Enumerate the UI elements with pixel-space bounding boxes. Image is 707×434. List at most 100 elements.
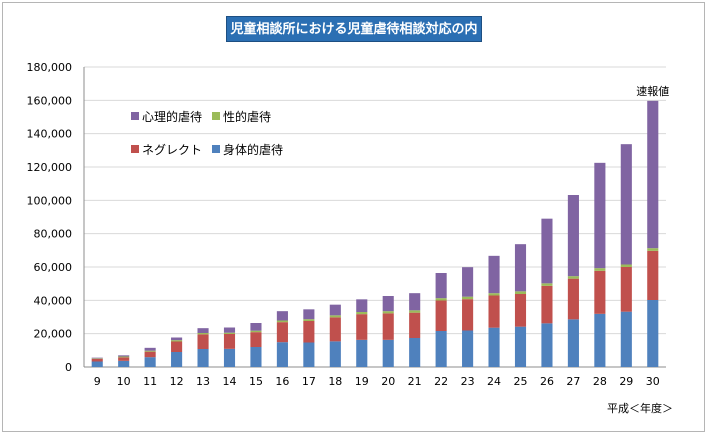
bar-segment [276,311,288,321]
bar-segment [250,330,262,333]
bar-segment [91,358,103,362]
bar-segment [541,283,553,286]
bar-segment [250,347,262,367]
x-tick-label: 20 [381,375,395,388]
bar-segment [171,341,183,352]
bar-segment [647,100,659,249]
bar-segment [197,333,209,335]
x-tick-label: 14 [223,375,237,388]
bar-segment [462,330,474,367]
bar-segment [250,332,262,347]
bar-segment [567,195,579,277]
bar-segment [382,296,394,312]
legend-label: ネグレクト [142,143,202,157]
x-tick-label: 21 [408,375,422,388]
bar-segment [620,144,632,265]
x-tick-label: 25 [514,375,528,388]
x-tick-label: 23 [461,375,475,388]
bar-segment [647,250,659,300]
bar-segment [594,162,606,269]
bar-segment [356,312,368,315]
bar-segment [356,314,368,340]
bar-segment [409,310,421,313]
x-tick-label: 16 [275,375,289,388]
x-tick-label: 27 [566,375,580,388]
bar-segment [144,347,156,351]
bar-segment [91,361,103,367]
x-tick-label: 19 [355,375,369,388]
bar-segment [223,334,236,349]
x-tick-label: 15 [249,375,263,388]
bar-segment [276,320,288,323]
bar-segment [514,244,527,292]
y-tick-label: 0 [65,361,72,374]
bar-segment [197,349,209,367]
bar-segment [144,357,156,367]
bar-segment [462,296,474,300]
bar-segment [303,321,315,343]
bar-segment [276,342,288,367]
x-tick-label: 12 [170,375,184,388]
bar-segment [514,291,527,294]
bar-segment [382,311,394,314]
bar-segment [118,356,130,358]
bar-segment [647,248,659,251]
x-tick-label: 18 [328,375,342,388]
bar-segment [409,293,421,311]
bar-segment [567,276,579,279]
bar-segment [435,331,447,367]
bar-segment [171,352,183,367]
bar-segment [250,323,262,331]
bar-segment [91,358,103,359]
legend-swatch [212,145,220,153]
bar-segment [329,341,341,367]
x-tick-label: 29 [619,375,633,388]
bar-segment [620,264,632,267]
x-tick-label: 10 [117,375,131,388]
x-axis-label: 平成＜年度＞ [607,401,673,415]
bar-segment [197,334,209,349]
bar-segment [462,267,474,297]
chart-title: 児童相談所における児童虐待相談対応の内容 [226,16,482,63]
bar-segment [488,255,500,294]
legend-label: 性的虐待 [223,109,271,124]
y-tick-label: 140,000 [27,128,73,141]
bar-segment [435,300,447,331]
bar-segment [488,293,500,296]
bar-segment [118,355,130,357]
bar-segment [171,340,183,342]
x-tick-label: 30 [646,375,660,388]
x-tick-label: 24 [487,375,501,388]
x-tick-label: 11 [143,375,157,388]
bar-segment [620,267,632,312]
y-tick-label: 100,000 [27,194,73,207]
bar-segment [223,332,236,334]
bar-segment [594,270,606,314]
bar-segment [647,300,659,367]
x-tick-label: 28 [593,375,607,388]
legend-label: 心理的虐待 [142,109,202,124]
bar-segment [462,299,474,331]
bar-segment [567,319,579,367]
bar-segment [329,317,341,342]
bar-segment [223,348,236,367]
bar-segment [514,326,527,367]
bar-segment [171,337,183,341]
x-tick-label: 26 [540,375,554,388]
bar-segment [329,315,341,318]
bar-segment [118,357,130,361]
bar-segment [488,327,500,367]
bar-segment [594,313,606,367]
bar-segment [382,313,394,340]
y-tick-label: 160,000 [27,94,73,107]
bar-segment [541,218,553,284]
legend-swatch [131,145,139,153]
bar-segment [91,357,103,359]
bar-segment [409,312,421,338]
annotation-label: 速報値 [636,85,669,98]
bar-segment [541,323,553,367]
bar-segment [223,327,236,333]
bar-segment [514,294,527,327]
x-tick-label: 22 [434,375,448,388]
